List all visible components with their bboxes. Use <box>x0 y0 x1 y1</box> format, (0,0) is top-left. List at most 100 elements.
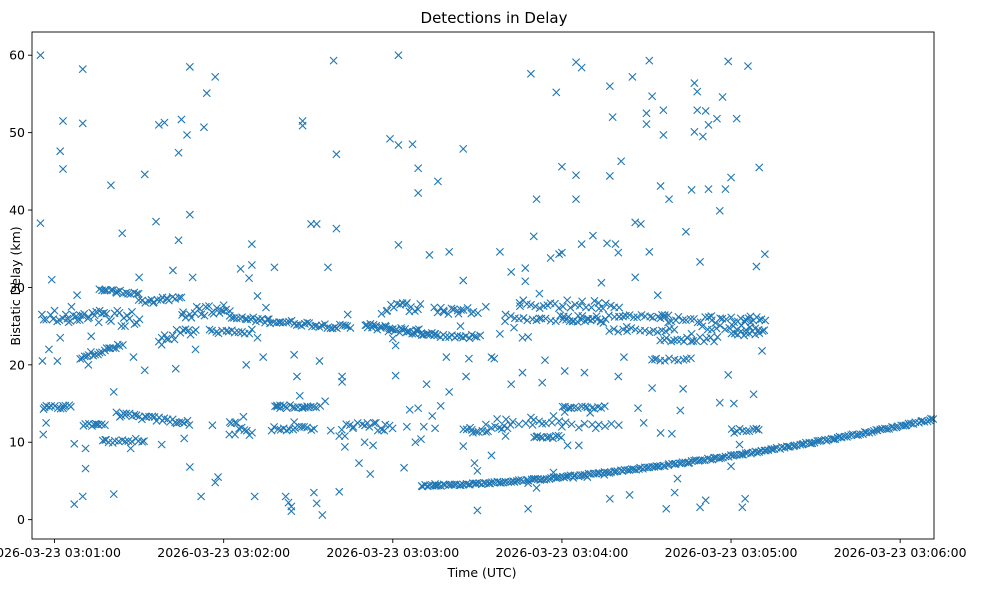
scatter-point <box>261 303 270 312</box>
scatter-point <box>346 323 355 332</box>
scatter-point <box>243 315 252 324</box>
scatter-point <box>402 422 411 431</box>
scatter-point <box>758 346 767 355</box>
scatter-point <box>521 419 530 428</box>
scatter-point <box>547 418 556 427</box>
scatter-point <box>391 371 400 380</box>
scatter-point <box>300 422 309 431</box>
scatter-point <box>679 384 688 393</box>
scatter-point <box>307 426 316 435</box>
scatter-point <box>541 314 550 323</box>
scatter-point <box>414 164 423 173</box>
scatter-point <box>687 185 696 194</box>
scatter-point <box>170 335 179 344</box>
scatter-point <box>92 307 101 316</box>
scatter-point <box>572 171 581 180</box>
scatter-point <box>466 423 475 432</box>
scatter-point <box>469 307 478 316</box>
scatter-point <box>199 123 208 132</box>
scatter-point <box>84 313 93 322</box>
scatter-point <box>502 415 511 424</box>
scatter-point <box>49 315 58 324</box>
scatter-point <box>611 240 620 249</box>
scatter-point <box>573 317 582 326</box>
scatter-point <box>558 302 567 311</box>
scatter-point <box>458 333 467 342</box>
scatter-point <box>501 310 510 319</box>
scatter-point <box>259 353 268 362</box>
scatter-point <box>590 296 599 305</box>
scatter-point <box>640 326 649 335</box>
scatter-point <box>139 437 148 446</box>
scatter-point <box>727 462 736 471</box>
scatter-point <box>177 293 186 302</box>
scatter-point <box>247 260 256 269</box>
scatter-point <box>646 312 655 321</box>
scatter-point <box>287 507 296 516</box>
scatter-point <box>929 415 938 424</box>
scatter-point <box>102 309 111 318</box>
scatter-point <box>114 287 123 296</box>
scatter-point <box>121 437 130 446</box>
scatter-point <box>614 327 623 336</box>
scatter-point <box>923 417 932 426</box>
scatter-point <box>394 141 403 149</box>
scatter-point <box>73 291 82 300</box>
scatter-point <box>121 322 130 331</box>
scatter-point <box>456 322 465 331</box>
scatter-point <box>495 247 504 256</box>
scatter-point <box>191 326 200 335</box>
scatter-point <box>245 329 254 338</box>
scatter-point <box>745 427 754 436</box>
scatter-point <box>315 356 324 365</box>
scatter-point <box>230 430 239 439</box>
scatter-point <box>600 402 609 411</box>
scatter-point <box>656 182 665 191</box>
scatter-point <box>470 459 479 468</box>
scatter-point <box>202 89 211 98</box>
scatter-point <box>130 410 139 419</box>
scatter-point <box>597 278 606 287</box>
scatter-point <box>341 321 350 330</box>
scatter-point <box>844 431 853 440</box>
scatter-point <box>431 424 440 433</box>
scatter-point <box>370 419 379 428</box>
scatter-point <box>81 420 90 429</box>
scatter-point <box>436 401 445 410</box>
scatter-point <box>459 305 468 314</box>
scatter-point <box>292 372 301 381</box>
scatter-point <box>168 266 177 275</box>
scatter-point <box>670 488 679 497</box>
scatter-point <box>360 421 369 430</box>
scatter-point <box>119 409 128 418</box>
scatter-point <box>388 424 397 433</box>
scatter-point <box>696 503 705 512</box>
scatter-point <box>495 329 504 338</box>
scatter-point <box>80 309 89 318</box>
scatter-point <box>310 424 318 433</box>
scatter-point <box>865 428 874 437</box>
scatter-point <box>462 372 471 381</box>
scatter-point <box>521 264 530 273</box>
scatter-point <box>619 353 628 362</box>
scatter-point <box>652 461 661 470</box>
scatter-point <box>180 434 189 443</box>
scatter-point <box>752 424 761 433</box>
scatter-point <box>414 325 423 334</box>
scatter-point <box>59 117 67 126</box>
scatter-point <box>100 308 109 317</box>
scatter-point <box>631 273 640 282</box>
scatter-point <box>667 429 676 438</box>
scatter-point <box>701 496 710 505</box>
scatter-point <box>698 456 707 465</box>
scatter-point <box>59 165 67 173</box>
scatter-point <box>634 404 643 413</box>
scatter-point <box>796 440 805 449</box>
scatter-point <box>290 350 299 359</box>
scatter-point <box>653 291 662 300</box>
scatter-point <box>693 87 702 96</box>
scatter-point <box>400 463 409 472</box>
x-tick-label: 2026-03-23 03:04:00 <box>496 545 629 560</box>
scatter-point <box>276 401 285 410</box>
scatter-point <box>645 247 654 256</box>
